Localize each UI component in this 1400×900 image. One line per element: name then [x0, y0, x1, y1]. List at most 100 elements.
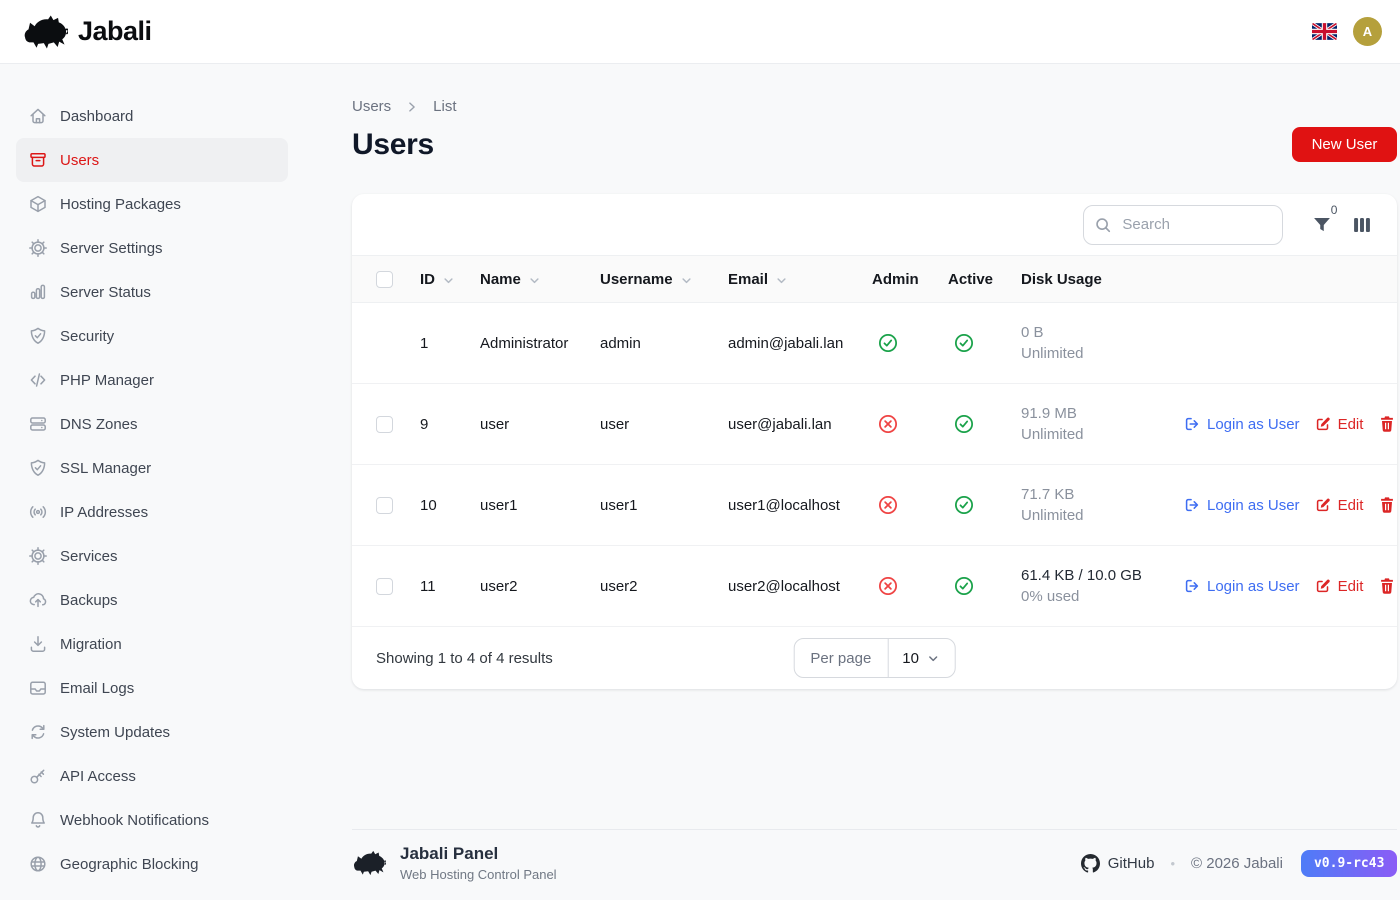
- server-stack-icon: [28, 414, 48, 434]
- sort-chevron-icon: [774, 271, 789, 288]
- sidebar-item-migration[interactable]: Migration: [16, 622, 288, 666]
- sidebar-item-ip-addresses[interactable]: IP Addresses: [16, 490, 288, 534]
- main-content: Users List Users New User: [304, 64, 1400, 900]
- cog-icon: [28, 546, 48, 566]
- github-icon: [1080, 853, 1100, 873]
- cell-username: admin: [600, 334, 641, 352]
- trash-icon: [1381, 497, 1394, 513]
- edit-button[interactable]: Edit: [1314, 496, 1363, 514]
- active-status-icon: [948, 494, 975, 516]
- cell-email: user@jabali.lan: [728, 415, 832, 433]
- delete-button[interactable]: [1377, 414, 1397, 434]
- chevron-right-icon: [409, 101, 415, 112]
- sidebar-item-email-logs[interactable]: Email Logs: [16, 666, 288, 710]
- cell-name: user: [480, 415, 510, 433]
- login-as-user-button[interactable]: Login as User: [1183, 415, 1300, 433]
- row-checkbox[interactable]: [376, 577, 393, 595]
- sidebar-item-label: IP Addresses: [60, 503, 149, 521]
- filter-count-badge: 0: [1327, 202, 1341, 217]
- sidebar-item-services[interactable]: Services: [16, 534, 288, 578]
- table-pagination: Showing 1 to 4 of 4 results Per page 10: [352, 627, 1397, 689]
- download-tray-icon: [28, 634, 48, 654]
- sidebar-item-dashboard[interactable]: Dashboard: [16, 94, 288, 138]
- sidebar-item-label: Dashboard: [60, 107, 134, 125]
- sidebar-item-label: Server Status: [60, 283, 151, 301]
- edit-button[interactable]: Edit: [1314, 415, 1363, 433]
- footer-subtitle: Web Hosting Control Panel: [400, 867, 557, 882]
- cell-email: admin@jabali.lan: [728, 334, 844, 352]
- sidebar-item-ssl-manager[interactable]: SSL Manager: [16, 446, 288, 490]
- cell-id: 10: [420, 496, 437, 514]
- table-row: 9 user user user@jabali.lan 91.9 MB Unli…: [352, 384, 1398, 465]
- sidebar-item-label: Users: [60, 151, 100, 169]
- delete-button[interactable]: [1377, 576, 1397, 596]
- sidebar-item-api-access[interactable]: API Access: [16, 754, 288, 798]
- inbox-icon: [28, 678, 48, 698]
- sidebar-item-php-manager[interactable]: PHP Manager: [16, 358, 288, 402]
- chevron-down-icon: [929, 655, 938, 661]
- breadcrumb-list[interactable]: List: [433, 98, 457, 115]
- sidebar-item-webhook-notifications[interactable]: Webhook Notifications: [16, 798, 288, 842]
- funnel-icon: [1314, 217, 1331, 231]
- new-user-button[interactable]: New User: [1291, 127, 1398, 162]
- sidebar-item-backups[interactable]: Backups: [16, 578, 288, 622]
- sidebar-item-dns-zones[interactable]: DNS Zones: [16, 402, 288, 446]
- disk-usage-value: 91.9 MB: [1021, 405, 1077, 422]
- column-header-id[interactable]: ID: [420, 271, 480, 288]
- sidebar-item-users[interactable]: Users: [16, 138, 288, 182]
- code-icon: [28, 370, 48, 390]
- sidebar-item-hosting-packages[interactable]: Hosting Packages: [16, 182, 288, 226]
- active-status-icon: [948, 413, 975, 435]
- row-actions: Login as User Edit: [1183, 576, 1397, 596]
- disk-usage-value: 0 B: [1021, 324, 1044, 341]
- sort-chevron-icon: [679, 271, 694, 288]
- cloud-upload-icon: [28, 590, 48, 610]
- filter-button[interactable]: 0: [1311, 202, 1341, 236]
- brand-logo[interactable]: Jabali: [22, 15, 152, 49]
- select-all-checkbox[interactable]: [376, 270, 393, 288]
- column-header-disk-usage: Disk Usage: [1021, 270, 1102, 288]
- sidebar-item-server-status[interactable]: Server Status: [16, 270, 288, 314]
- column-header-name[interactable]: Name: [480, 271, 600, 288]
- breadcrumb-users[interactable]: Users: [352, 98, 392, 115]
- delete-button[interactable]: [1377, 495, 1397, 515]
- column-header-email[interactable]: Email: [728, 271, 872, 288]
- admin-status-icon: [872, 332, 899, 354]
- sidebar-item-system-updates[interactable]: System Updates: [16, 710, 288, 754]
- user-avatar[interactable]: A: [1353, 17, 1382, 46]
- cog-icon: [28, 238, 48, 258]
- language-flag-icon[interactable]: [1312, 23, 1337, 40]
- row-checkbox[interactable]: [376, 496, 393, 514]
- column-header-active: Active: [948, 270, 994, 288]
- results-summary: Showing 1 to 4 of 4 results: [376, 649, 553, 667]
- copyright-text: © 2026 Jabali: [1191, 854, 1283, 872]
- disk-usage-limit: 0% used: [1021, 588, 1080, 605]
- github-link[interactable]: GitHub: [1080, 853, 1154, 873]
- row-checkbox[interactable]: [376, 415, 393, 433]
- cell-id: 1: [420, 334, 429, 352]
- column-header-username[interactable]: Username: [600, 271, 728, 288]
- cell-name: user2: [480, 577, 518, 595]
- disk-usage-limit: Unlimited: [1021, 426, 1084, 443]
- per-page-value: 10: [902, 649, 919, 667]
- login-as-user-button[interactable]: Login as User: [1183, 577, 1300, 595]
- column-header-admin: Admin: [872, 270, 919, 288]
- cell-email: user2@localhost: [728, 577, 840, 595]
- search-input[interactable]: [1083, 204, 1284, 245]
- brand-name: Jabali: [78, 16, 152, 46]
- sidebar-item-server-settings[interactable]: Server Settings: [16, 226, 288, 270]
- per-page-select[interactable]: Per page 10: [793, 638, 956, 678]
- cell-username: user2: [600, 577, 638, 595]
- sidebar-item-geographic-blocking[interactable]: Geographic Blocking: [16, 842, 288, 886]
- trash-icon: [1381, 416, 1394, 432]
- sidebar-item-label: PHP Manager: [60, 371, 154, 389]
- sidebar-item-security[interactable]: Security: [16, 314, 288, 358]
- trash-icon: [1381, 578, 1394, 594]
- cell-name: Administrator: [480, 334, 569, 352]
- edit-button[interactable]: Edit: [1314, 577, 1363, 595]
- cube-icon: [28, 194, 48, 214]
- columns-button[interactable]: [1351, 214, 1373, 236]
- login-as-user-button[interactable]: Login as User: [1183, 496, 1300, 514]
- disk-usage-value: 71.7 KB: [1021, 486, 1075, 503]
- row-actions: Login as User Edit: [1183, 414, 1397, 434]
